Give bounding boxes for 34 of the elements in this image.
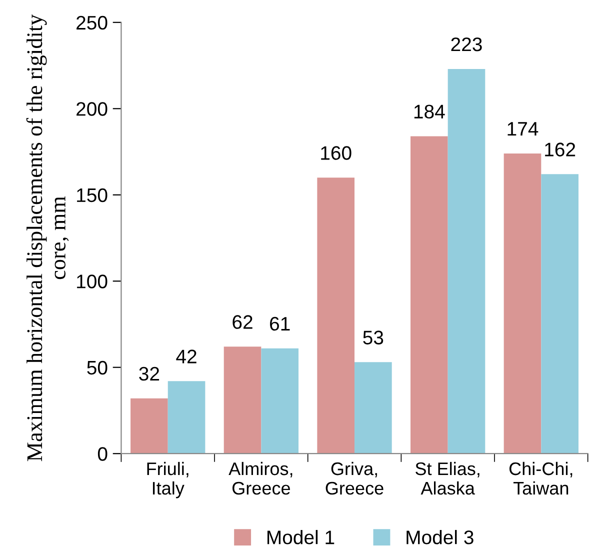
y-tick-label: 200 xyxy=(76,102,108,116)
y-tick-label: 250 xyxy=(76,16,108,30)
y-axis-title: Maximum horizontal displacements of the rigidity core, mm xyxy=(26,14,69,462)
x-tick-label: Chi-Chi, Taiwan xyxy=(509,462,572,495)
data-label: 160 xyxy=(321,146,352,160)
bar xyxy=(224,346,262,454)
data-label: 32 xyxy=(139,366,160,381)
bar xyxy=(317,178,355,454)
bar xyxy=(504,153,542,454)
data-label: 174 xyxy=(508,122,538,136)
x-tick-label: Friuli, Italy xyxy=(147,462,188,498)
bar xyxy=(541,174,578,454)
bar xyxy=(168,381,206,454)
data-label: 62 xyxy=(232,315,252,329)
y-tick-label: 50 xyxy=(87,360,108,375)
y-tick-label: 0 xyxy=(98,447,108,461)
x-tick-label: St Elias, Alaska xyxy=(416,462,480,495)
bar xyxy=(410,136,448,454)
data-label: 42 xyxy=(176,350,196,364)
legend-label: Model 1 xyxy=(267,530,334,544)
legend-label: Model 3 xyxy=(406,530,474,544)
bar xyxy=(448,68,486,454)
data-label: 184 xyxy=(414,104,445,119)
data-label: 61 xyxy=(270,316,290,331)
x-tick-label: Almiros, Greece xyxy=(228,462,292,495)
data-label: 162 xyxy=(545,142,576,156)
bar xyxy=(261,348,299,454)
y-tick-label: 100 xyxy=(77,274,108,288)
data-label: 223 xyxy=(451,37,482,52)
x-tick-label: Griva, Greece xyxy=(326,462,384,495)
bar xyxy=(130,398,168,454)
y-tick-label: 150 xyxy=(77,188,108,202)
bar xyxy=(354,362,392,454)
data-label: 53 xyxy=(363,330,384,344)
